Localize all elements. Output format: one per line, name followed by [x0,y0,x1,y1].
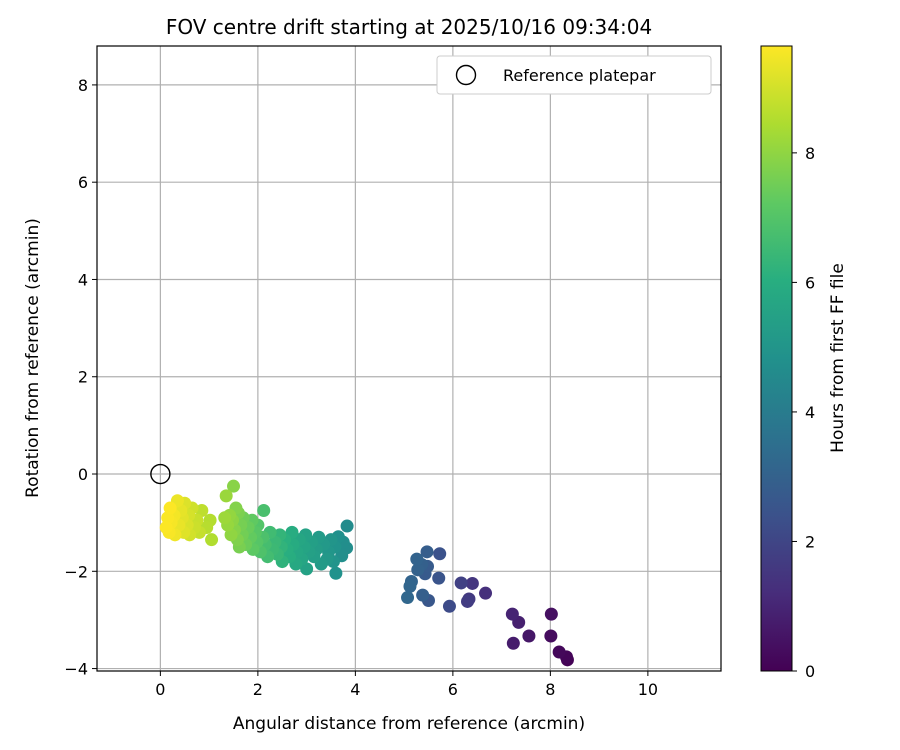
reference-point [150,463,171,485]
data-point [433,547,447,561]
data-points [159,479,574,667]
y-axis-label: Rotation from reference (arcmin) [23,218,43,498]
data-point [442,599,456,613]
data-point [410,552,424,566]
data-point [219,489,233,503]
data-point [544,629,558,643]
data-point [522,629,536,643]
colorbar-tick-label: 8 [805,144,815,163]
x-tick-label: 8 [545,680,555,699]
y-tick-label: −4 [64,660,88,679]
data-point [552,645,566,659]
colorbar-label: Hours from first FF file [828,263,848,453]
data-point [205,533,219,547]
data-point [416,588,430,602]
data-point [257,503,271,517]
data-point [411,563,425,577]
y-tick-label: 8 [78,76,88,95]
legend-label: Reference platepar [503,66,656,85]
x-tick-label: 0 [155,680,165,699]
data-point [300,562,314,576]
data-point [218,511,232,525]
data-point [403,579,417,593]
x-tick-label: 2 [253,680,263,699]
plot-frame [96,45,722,672]
data-point [227,479,240,493]
reference-marker [150,463,171,485]
y-tick-label: −2 [64,562,88,581]
data-point [159,521,173,535]
y-axis-ticks: −4 −2 0 2 4 6 8 [64,76,97,679]
data-point [544,607,558,621]
data-point [161,511,175,525]
colorbar-tick-label: 2 [805,532,815,551]
data-point [505,607,519,621]
data-point [163,501,177,515]
data-point [465,576,479,590]
data-point [340,519,354,533]
data-point [461,594,474,608]
legend: Reference platepar [436,55,712,95]
legend-box [436,55,712,95]
y-tick-label: 2 [78,368,88,387]
grid-lines [97,46,721,671]
data-point [454,576,468,590]
y-tick-label: 6 [78,173,88,192]
data-point [420,545,434,559]
data-point [195,503,209,517]
data-point [329,566,343,580]
colorbar-tick-label: 0 [805,662,815,681]
colorbar-tick-label: 6 [805,273,815,292]
data-point [432,571,446,585]
data-point [401,591,415,605]
x-tick-label: 10 [638,680,658,699]
y-tick-label: 0 [78,465,88,484]
colorbar [760,45,793,672]
legend-marker-icon [455,64,477,86]
x-tick-label: 4 [350,680,360,699]
x-axis-label: Angular distance from reference (arcmin) [233,714,585,734]
x-axis-ticks: 0 2 4 6 8 10 [155,671,658,699]
data-point [479,586,493,600]
x-tick-label: 6 [448,680,458,699]
chart-title: FOV centre drift starting at 2025/10/16 … [166,15,652,39]
y-tick-label: 4 [78,270,88,289]
colorbar-tick-label: 4 [805,403,815,422]
colorbar-ticks: 0 2 4 6 8 [792,144,815,681]
data-point [506,636,520,650]
